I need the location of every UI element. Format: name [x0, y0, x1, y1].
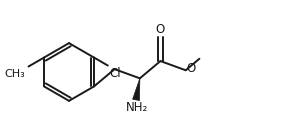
Polygon shape — [133, 78, 140, 100]
Text: O: O — [156, 23, 165, 36]
Text: Cl: Cl — [110, 67, 122, 79]
Text: O: O — [187, 62, 196, 75]
Text: CH₃: CH₃ — [5, 68, 26, 79]
Text: NH₂: NH₂ — [126, 101, 148, 114]
